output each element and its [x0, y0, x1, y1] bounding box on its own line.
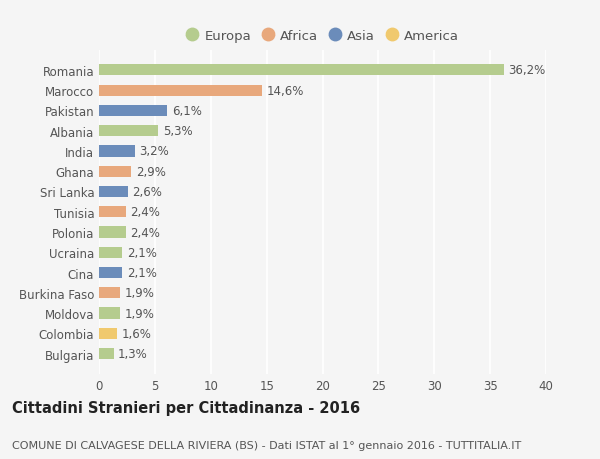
Bar: [99, 166, 131, 178]
Text: COMUNE DI CALVAGESE DELLA RIVIERA (BS) - Dati ISTAT al 1° gennaio 2016 - TUTTITA: COMUNE DI CALVAGESE DELLA RIVIERA (BS) -…: [12, 440, 521, 450]
Text: 5,3%: 5,3%: [163, 125, 193, 138]
Bar: [99, 85, 262, 96]
Text: 2,1%: 2,1%: [127, 246, 157, 259]
Text: 2,1%: 2,1%: [127, 267, 157, 280]
Text: 1,6%: 1,6%: [121, 327, 151, 340]
Bar: [99, 348, 113, 359]
Bar: [99, 207, 126, 218]
Bar: [99, 247, 122, 258]
Text: 3,2%: 3,2%: [139, 145, 169, 158]
Text: 14,6%: 14,6%: [266, 84, 304, 97]
Text: 1,9%: 1,9%: [125, 307, 155, 320]
Bar: [99, 106, 167, 117]
Text: 36,2%: 36,2%: [508, 64, 545, 77]
Text: 2,9%: 2,9%: [136, 165, 166, 179]
Bar: [99, 328, 117, 339]
Bar: [99, 65, 503, 76]
Bar: [99, 288, 120, 299]
Bar: [99, 268, 122, 279]
Bar: [99, 227, 126, 238]
Text: 6,1%: 6,1%: [172, 105, 202, 118]
Bar: [99, 146, 135, 157]
Bar: [99, 308, 120, 319]
Text: 2,4%: 2,4%: [130, 226, 160, 239]
Text: Cittadini Stranieri per Cittadinanza - 2016: Cittadini Stranieri per Cittadinanza - 2…: [12, 400, 360, 415]
Text: 1,9%: 1,9%: [125, 287, 155, 300]
Text: 1,3%: 1,3%: [118, 347, 148, 360]
Bar: [99, 186, 128, 198]
Legend: Europa, Africa, Asia, America: Europa, Africa, Asia, America: [181, 25, 464, 49]
Bar: [99, 126, 158, 137]
Text: 2,6%: 2,6%: [133, 185, 163, 199]
Text: 2,4%: 2,4%: [130, 206, 160, 219]
